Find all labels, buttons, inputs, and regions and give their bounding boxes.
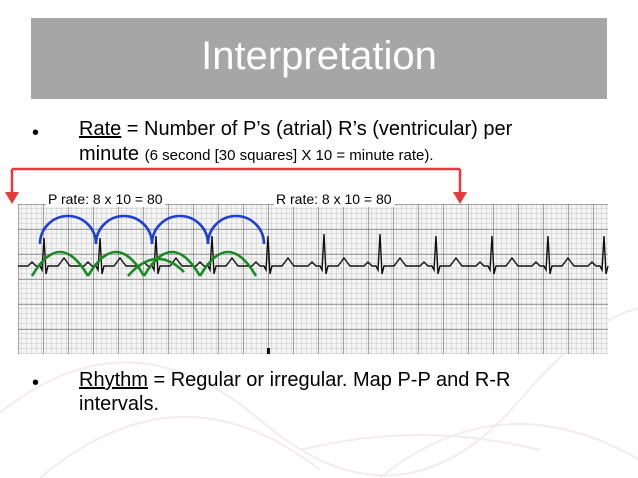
slide-title: Interpretation <box>201 34 437 78</box>
bullet-rate-line1: Rate = Number of P’s (atrial) R’s (ventr… <box>79 118 512 141</box>
six-second-arrow <box>5 167 467 204</box>
title-bar: Interpretation <box>31 18 607 99</box>
p-rate-label: P rate: 8 x 10 = 80 <box>46 191 165 207</box>
rhythm-definition: = Regular or irregular. Map P-P and R-R <box>147 369 511 391</box>
rhythm-term: Rhythm <box>79 369 148 391</box>
rate-minute-text: minute <box>79 143 145 165</box>
bullet-marker: • <box>32 372 40 394</box>
bullet-rhythm-line2: intervals. <box>79 393 159 416</box>
r-rate-label: R rate: 8 x 10 = 80 <box>274 191 394 207</box>
bullet-rhythm-line1: Rhythm = Regular or irregular. Map P-P a… <box>79 369 510 392</box>
rate-definition: = Number of P’s (atrial) R’s (ventricula… <box>121 118 513 140</box>
bullet-rate-line2: minute (6 second [30 squares] X 10 = min… <box>79 143 434 166</box>
p-interval-arcs <box>38 214 266 245</box>
rhythm-intervals-text: intervals. <box>79 393 160 415</box>
rate-formula-note: (6 second [30 squares] X 10 = minute rat… <box>144 147 434 164</box>
bullet-marker: • <box>32 122 40 144</box>
rate-term: Rate <box>79 118 122 140</box>
ecg-trace <box>18 233 609 275</box>
ecg-strip <box>5 167 609 354</box>
r-interval-arcs <box>30 250 258 277</box>
